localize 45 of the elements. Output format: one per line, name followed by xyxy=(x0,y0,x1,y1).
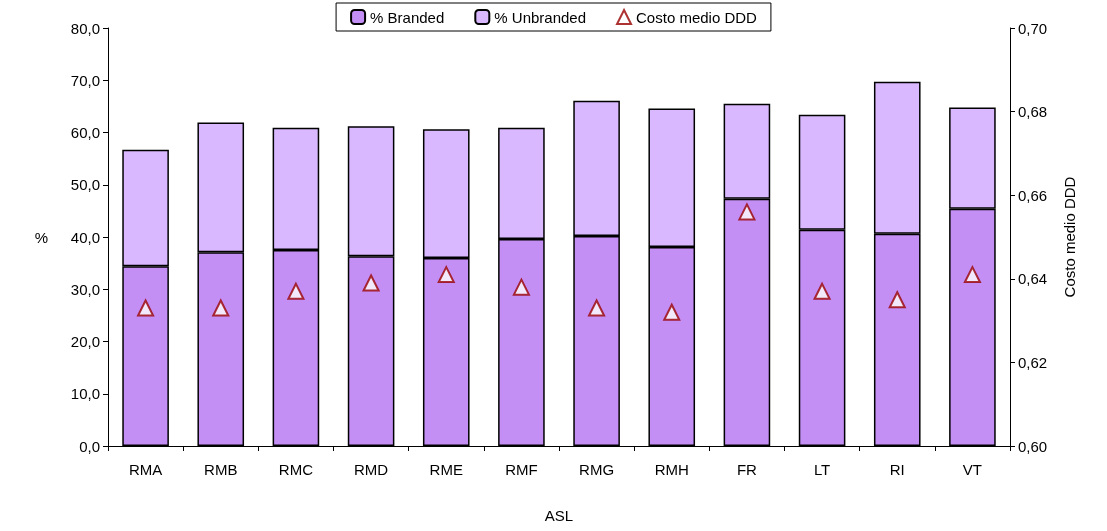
point xyxy=(738,203,756,221)
y2-tick-label: 0,70 xyxy=(1018,19,1048,37)
x-tick-label: RMG xyxy=(579,461,615,478)
x-tick-label: LT xyxy=(813,461,831,478)
point xyxy=(212,299,230,317)
x-tick-label: VT xyxy=(962,461,982,478)
x-axis-title: ASL xyxy=(544,507,574,524)
y2-tick-label: 0,66 xyxy=(1018,186,1048,204)
x-tick-label: FR xyxy=(736,461,758,478)
point xyxy=(137,299,155,317)
y-axis-title: % xyxy=(34,228,48,246)
x-tick-label: RMA xyxy=(128,461,163,478)
y-tick-label: 80,0 xyxy=(70,19,100,37)
x-tick-label: RMD xyxy=(354,461,389,478)
y-tick-label: 20,0 xyxy=(70,333,100,350)
point xyxy=(437,266,455,284)
x-tick-label: RMH xyxy=(654,461,689,478)
legend-label: % Unbranded xyxy=(494,8,587,26)
y-tick-label: 0,0 xyxy=(79,437,100,455)
legend-label: Costo medio DDD xyxy=(636,8,758,26)
y2-tick-label: 0,60 xyxy=(1018,437,1048,455)
x-tick-label: RI xyxy=(889,461,905,478)
point xyxy=(362,274,380,292)
x-tick-label: RMC xyxy=(278,461,314,478)
x-tick-label: RME xyxy=(429,461,463,478)
y2-tick-label: 0,64 xyxy=(1018,270,1048,288)
point xyxy=(287,282,305,300)
y2-axis-title: Costo medio DDD xyxy=(1061,176,1078,298)
legend-label: % Branded xyxy=(370,8,445,26)
x-tick-label: RMB xyxy=(204,461,238,478)
y2-tick-label: 0,62 xyxy=(1018,353,1048,371)
y-tick-label: 60,0 xyxy=(70,124,100,141)
y-tick-label: 40,0 xyxy=(70,228,100,246)
y-tick-label: 70,0 xyxy=(70,71,100,89)
point xyxy=(888,291,906,309)
point xyxy=(588,299,606,317)
point xyxy=(813,282,831,300)
y-tick-label: 50,0 xyxy=(70,176,100,194)
y-tick-label: 10,0 xyxy=(70,385,100,403)
point xyxy=(512,278,530,296)
y-tick-label: 30,0 xyxy=(70,280,100,298)
x-tick-label: RMF xyxy=(505,461,538,478)
point xyxy=(663,303,681,321)
point xyxy=(963,266,981,284)
y2-tick-label: 0,68 xyxy=(1018,103,1048,121)
